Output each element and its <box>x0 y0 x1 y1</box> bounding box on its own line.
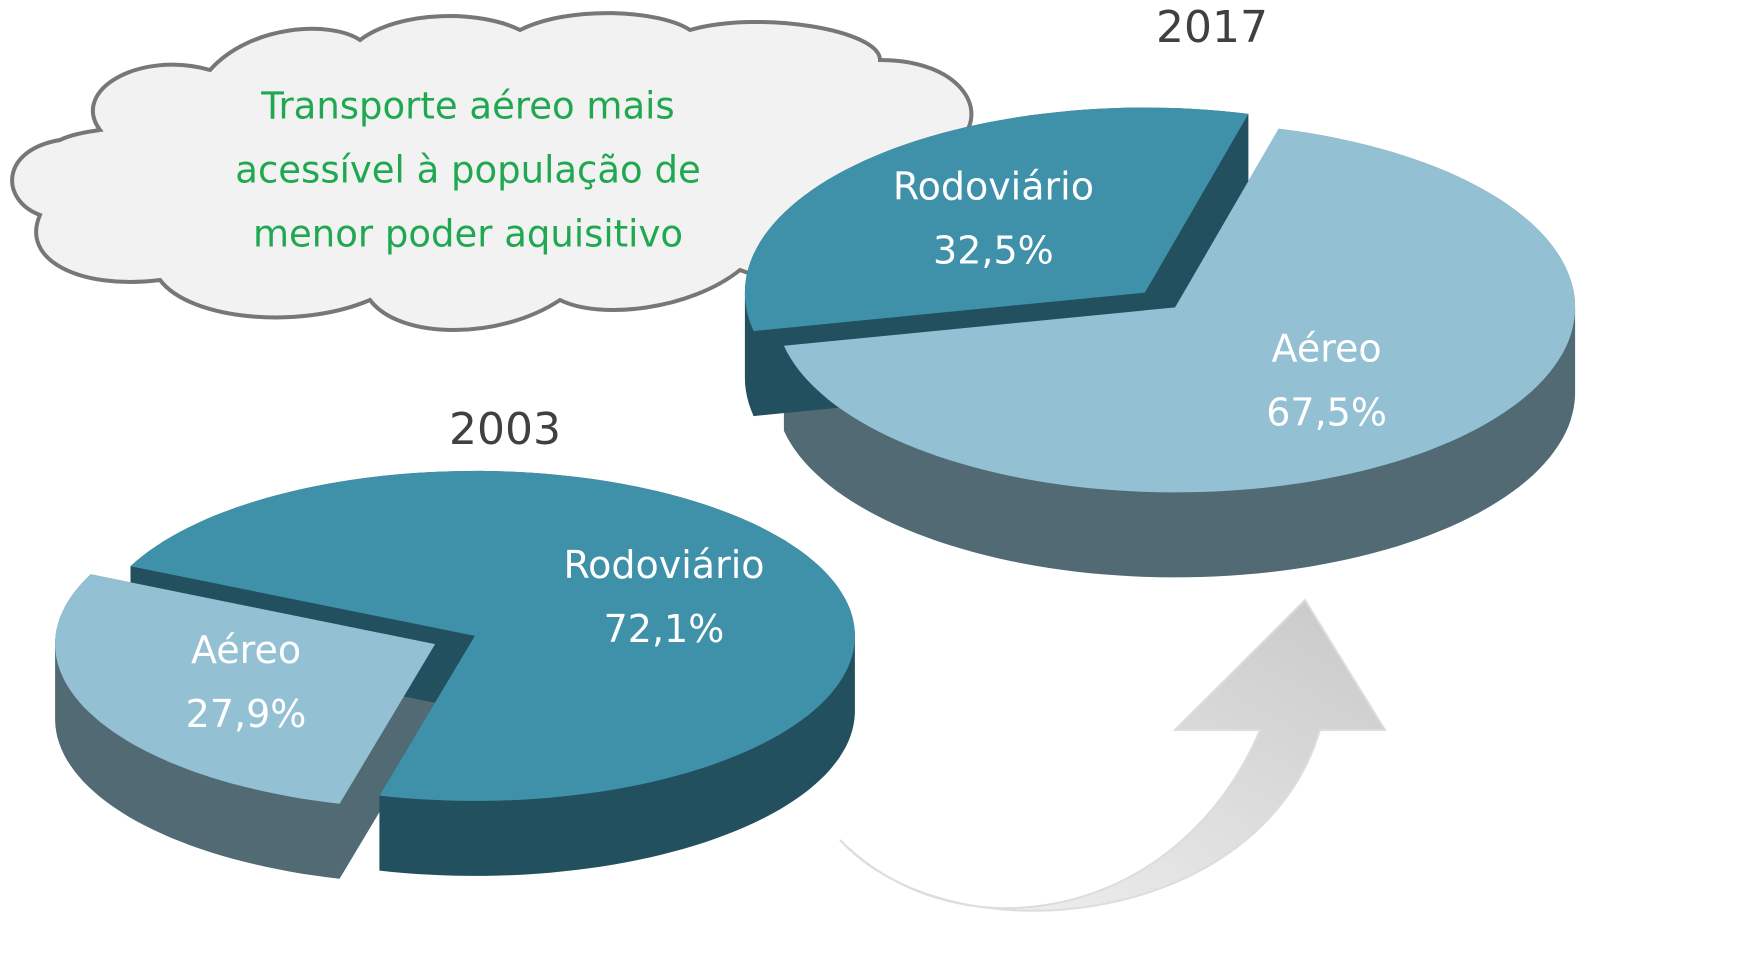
chart-title: 2017 <box>1156 2 1268 53</box>
pie-slice <box>744 107 1249 332</box>
category-label: Aéreo <box>191 628 301 672</box>
pie-slice <box>130 470 855 801</box>
chart-title: 2003 <box>449 404 561 455</box>
annotation: acessível à população de <box>235 149 700 192</box>
arrow <box>839 598 1387 912</box>
annotation: Transporte aéreo mais <box>260 85 674 128</box>
value-label: 32,5% <box>933 228 1054 272</box>
category-label: Rodoviário <box>893 164 1094 208</box>
pie-slice <box>783 128 1576 493</box>
value-label: 72,1% <box>604 607 725 651</box>
category-label: Aéreo <box>1272 327 1382 371</box>
annotation: menor poder aquisitivo <box>253 213 683 256</box>
category-label: Rodoviário <box>563 543 764 587</box>
value-label: 27,9% <box>186 692 307 736</box>
pie-slice <box>55 574 436 804</box>
value-label: 67,5% <box>1266 391 1387 435</box>
